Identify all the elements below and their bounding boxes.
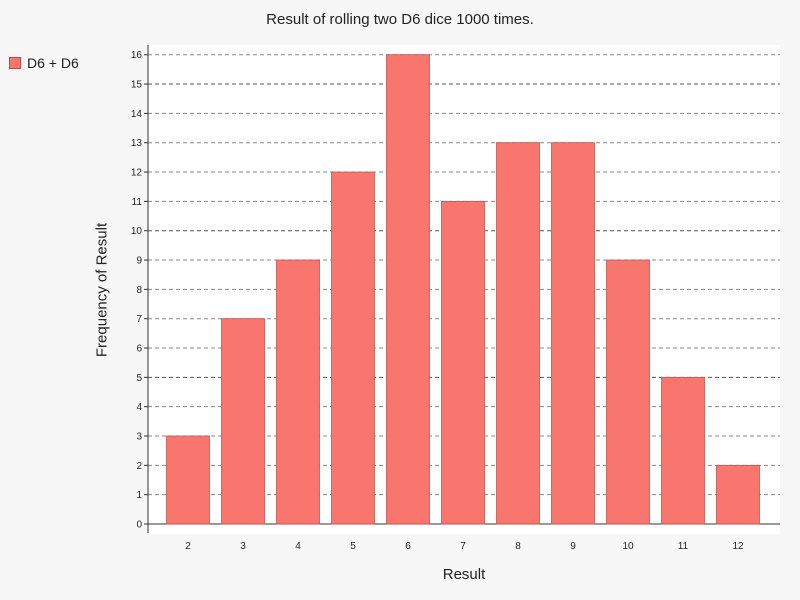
bar <box>386 54 430 525</box>
y-tick-label: 0 <box>136 520 142 531</box>
x-tick-label: 9 <box>570 541 576 552</box>
x-axis-label: Result <box>442 566 486 583</box>
bar <box>276 259 320 525</box>
bar <box>661 376 705 525</box>
y-tick-label: 3 <box>136 432 142 443</box>
bar <box>441 200 485 525</box>
x-tick-label: 8 <box>515 541 521 552</box>
y-tick-label: 1 <box>136 490 142 501</box>
bar <box>166 435 210 525</box>
x-tick-label: 4 <box>295 541 301 552</box>
x-tick-label: 5 <box>350 541 356 552</box>
bar <box>331 171 375 525</box>
chart-title: Result of rolling two D6 dice 1000 times… <box>266 11 534 28</box>
y-tick-label: 9 <box>136 256 142 267</box>
bar <box>716 464 760 525</box>
y-axis-label: Frequency of Result <box>93 222 111 358</box>
x-tick-label: 7 <box>460 541 466 552</box>
x-tick-label: 6 <box>405 541 411 552</box>
bar <box>221 318 265 525</box>
y-tick-label: 5 <box>136 373 142 384</box>
y-tick-label: 12 <box>131 168 143 179</box>
y-tick-label: 2 <box>136 461 142 472</box>
x-tick-label: 11 <box>678 541 689 552</box>
y-tick-label: 4 <box>136 402 142 413</box>
x-tick-label: 10 <box>622 541 634 552</box>
y-tick-label: 16 <box>131 50 143 61</box>
x-tick-label: 2 <box>185 541 191 552</box>
bar <box>496 142 540 525</box>
y-tick-label: 10 <box>131 226 143 237</box>
legend: D6 + D6 <box>9 55 79 71</box>
bar <box>551 142 595 525</box>
y-tick-label: 11 <box>132 197 143 208</box>
bar <box>606 259 650 525</box>
x-tick-label: 3 <box>240 541 246 552</box>
legend-swatch <box>9 57 21 69</box>
y-tick-label: 6 <box>136 344 142 355</box>
y-tick-label: 13 <box>131 138 143 149</box>
x-tick-label: 12 <box>732 541 744 552</box>
legend-label: D6 + D6 <box>27 55 79 71</box>
y-tick-label: 7 <box>136 314 142 325</box>
y-tick-label: 14 <box>131 109 143 120</box>
y-tick-label: 8 <box>136 285 142 296</box>
y-tick-label: 15 <box>131 80 143 91</box>
